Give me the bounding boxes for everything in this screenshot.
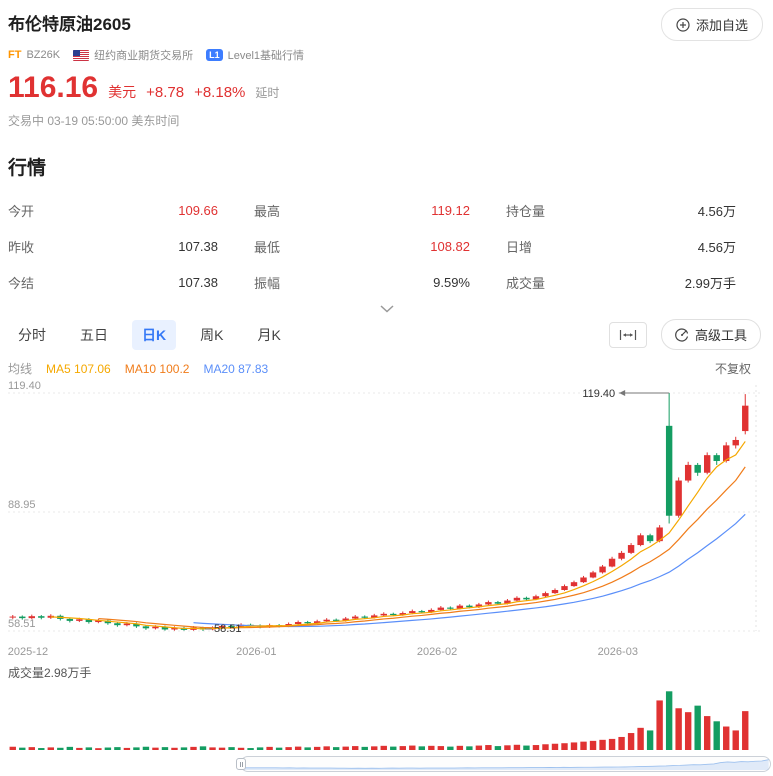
svg-text:119.40: 119.40 [582, 388, 615, 400]
candle-width-button[interactable] [608, 321, 647, 348]
quote-cell-daily-increase: 日增 4.56万 [506, 228, 736, 264]
header: 布伦特原油2605 添加自选 [0, 0, 773, 41]
x-axis-label: 2026-03 [597, 646, 638, 658]
quote-label: 日增 [506, 239, 533, 255]
price-change-percent: +8.18% [194, 84, 246, 101]
quote-cell-volume: 成交量 2.99万手 [506, 264, 736, 300]
adjust-mode-label[interactable]: 不复权 [714, 362, 751, 376]
quote-label: 今结 [8, 275, 35, 291]
ma10-value: MA10 100.2 [124, 361, 190, 376]
navigator-mini-chart [242, 759, 769, 770]
quote-cell-settlement: 今结 107.38 [8, 264, 218, 300]
quote-value: 107.38 [178, 274, 218, 290]
chart-period-tabs: 分时 五日 日K 周K 月K 高级工具 [0, 315, 773, 350]
svg-text:119.40: 119.40 [8, 381, 41, 392]
volume-pane-label: 成交量2.98万手 [8, 666, 92, 680]
navigator-window[interactable] [236, 756, 771, 772]
last-price: 116.16 [8, 71, 99, 104]
ma20-value: MA20 87.83 [203, 361, 269, 376]
collapse-quote-button[interactable] [0, 300, 773, 315]
tab-five-day[interactable]: 五日 [80, 326, 108, 343]
navigator-left-handle[interactable] [236, 758, 247, 770]
chart-x-axis: 2025-12 2026-01 2026-02 2026-03 [0, 645, 773, 661]
expand-horizontal-icon [619, 329, 637, 340]
quote-cell-low: 最低 108.82 [254, 228, 470, 264]
quote-cell-amplitude: 振幅 9.59% [254, 264, 470, 300]
broker-logo: FT [8, 49, 22, 61]
price-row: 116.16 美元 +8.78 +8.18% 延时 [0, 63, 773, 105]
symbol-code: BZ26K [26, 49, 61, 61]
plus-circle-icon [676, 17, 690, 32]
tab-daily-k[interactable]: 日K [132, 319, 177, 350]
quote-value: 2.99万手 [684, 275, 736, 291]
svg-text:58.51: 58.51 [8, 618, 36, 630]
instrument-meta-row: FT BZ26K 纽约商业期货交易所 L1 Level1基础行情 [0, 41, 773, 63]
advanced-tools-button[interactable]: 高级工具 [660, 319, 761, 350]
quote-cell-open: 今开 109.66 [8, 192, 218, 228]
us-flag-icon [73, 49, 90, 61]
exchange-name: 纽约商业期货交易所 [94, 50, 194, 62]
ma5-value: MA5 107.06 [46, 361, 111, 376]
currency-label: 美元 [108, 84, 137, 100]
x-axis-label: 2026-01 [236, 646, 277, 658]
quote-grid: 今开 109.66 最高 119.12 持仓量 4.56万 昨收 107.38 … [0, 180, 773, 300]
market-status: 交易中 03-19 05:50:00 美东时间 [8, 114, 180, 128]
chevron-down-icon [379, 305, 394, 313]
x-axis-label: 2026-02 [416, 646, 458, 658]
quote-label: 昨收 [8, 239, 35, 255]
candlestick-chart[interactable]: 119.40 88.95 58.51 119.40 58.51 [0, 381, 773, 645]
quote-cell-high: 最高 119.12 [254, 192, 470, 228]
quote-value: 4.56万 [697, 239, 736, 255]
quote-value: 108.82 [430, 238, 470, 254]
quote-value: 109.66 [178, 202, 218, 218]
volume-chart[interactable] [0, 683, 773, 753]
quote-label: 振幅 [254, 275, 281, 291]
quote-value: 107.38 [178, 238, 218, 254]
quote-label: 今开 [8, 203, 35, 219]
tab-minute[interactable]: 分时 [18, 326, 46, 343]
chart-navigator[interactable] [2, 756, 771, 772]
quote-value: 9.59% [433, 274, 470, 290]
quote-label: 持仓量 [506, 203, 546, 219]
quote-cell-prev-close: 昨收 107.38 [8, 228, 218, 264]
tab-weekly-k[interactable]: 周K [200, 326, 224, 343]
quote-value: 119.12 [431, 202, 470, 218]
price-change: +8.78 [146, 84, 185, 101]
ma-prefix-label: 均线 [8, 362, 33, 376]
quote-label: 成交量 [506, 275, 546, 291]
advanced-tools-icon [675, 327, 689, 342]
tab-monthly-k[interactable]: 月K [257, 326, 281, 343]
add-watchlist-label: 添加自选 [695, 18, 748, 33]
quote-cell-open-interest: 持仓量 4.56万 [506, 192, 736, 228]
quote-value: 4.56万 [697, 203, 736, 219]
quote-level-label: Level1基础行情 [227, 50, 305, 62]
svg-text:88.95: 88.95 [8, 499, 36, 511]
x-axis-label: 2025-12 [7, 646, 49, 658]
page-title: 布伦特原油2605 [8, 15, 131, 34]
add-watchlist-button[interactable]: 添加自选 [660, 8, 763, 41]
quote-label: 最低 [254, 239, 281, 255]
advanced-tools-label: 高级工具 [694, 328, 747, 343]
ma-legend: 均线 MA5 107.06 MA10 100.2 MA20 87.83 不复权 [0, 350, 773, 377]
quote-label: 最高 [254, 203, 281, 219]
quote-level-badge: L1 [206, 48, 223, 62]
svg-text:58.51: 58.51 [214, 623, 242, 635]
delay-badge: 延时 [255, 86, 280, 100]
quote-section-title: 行情 [8, 158, 47, 179]
